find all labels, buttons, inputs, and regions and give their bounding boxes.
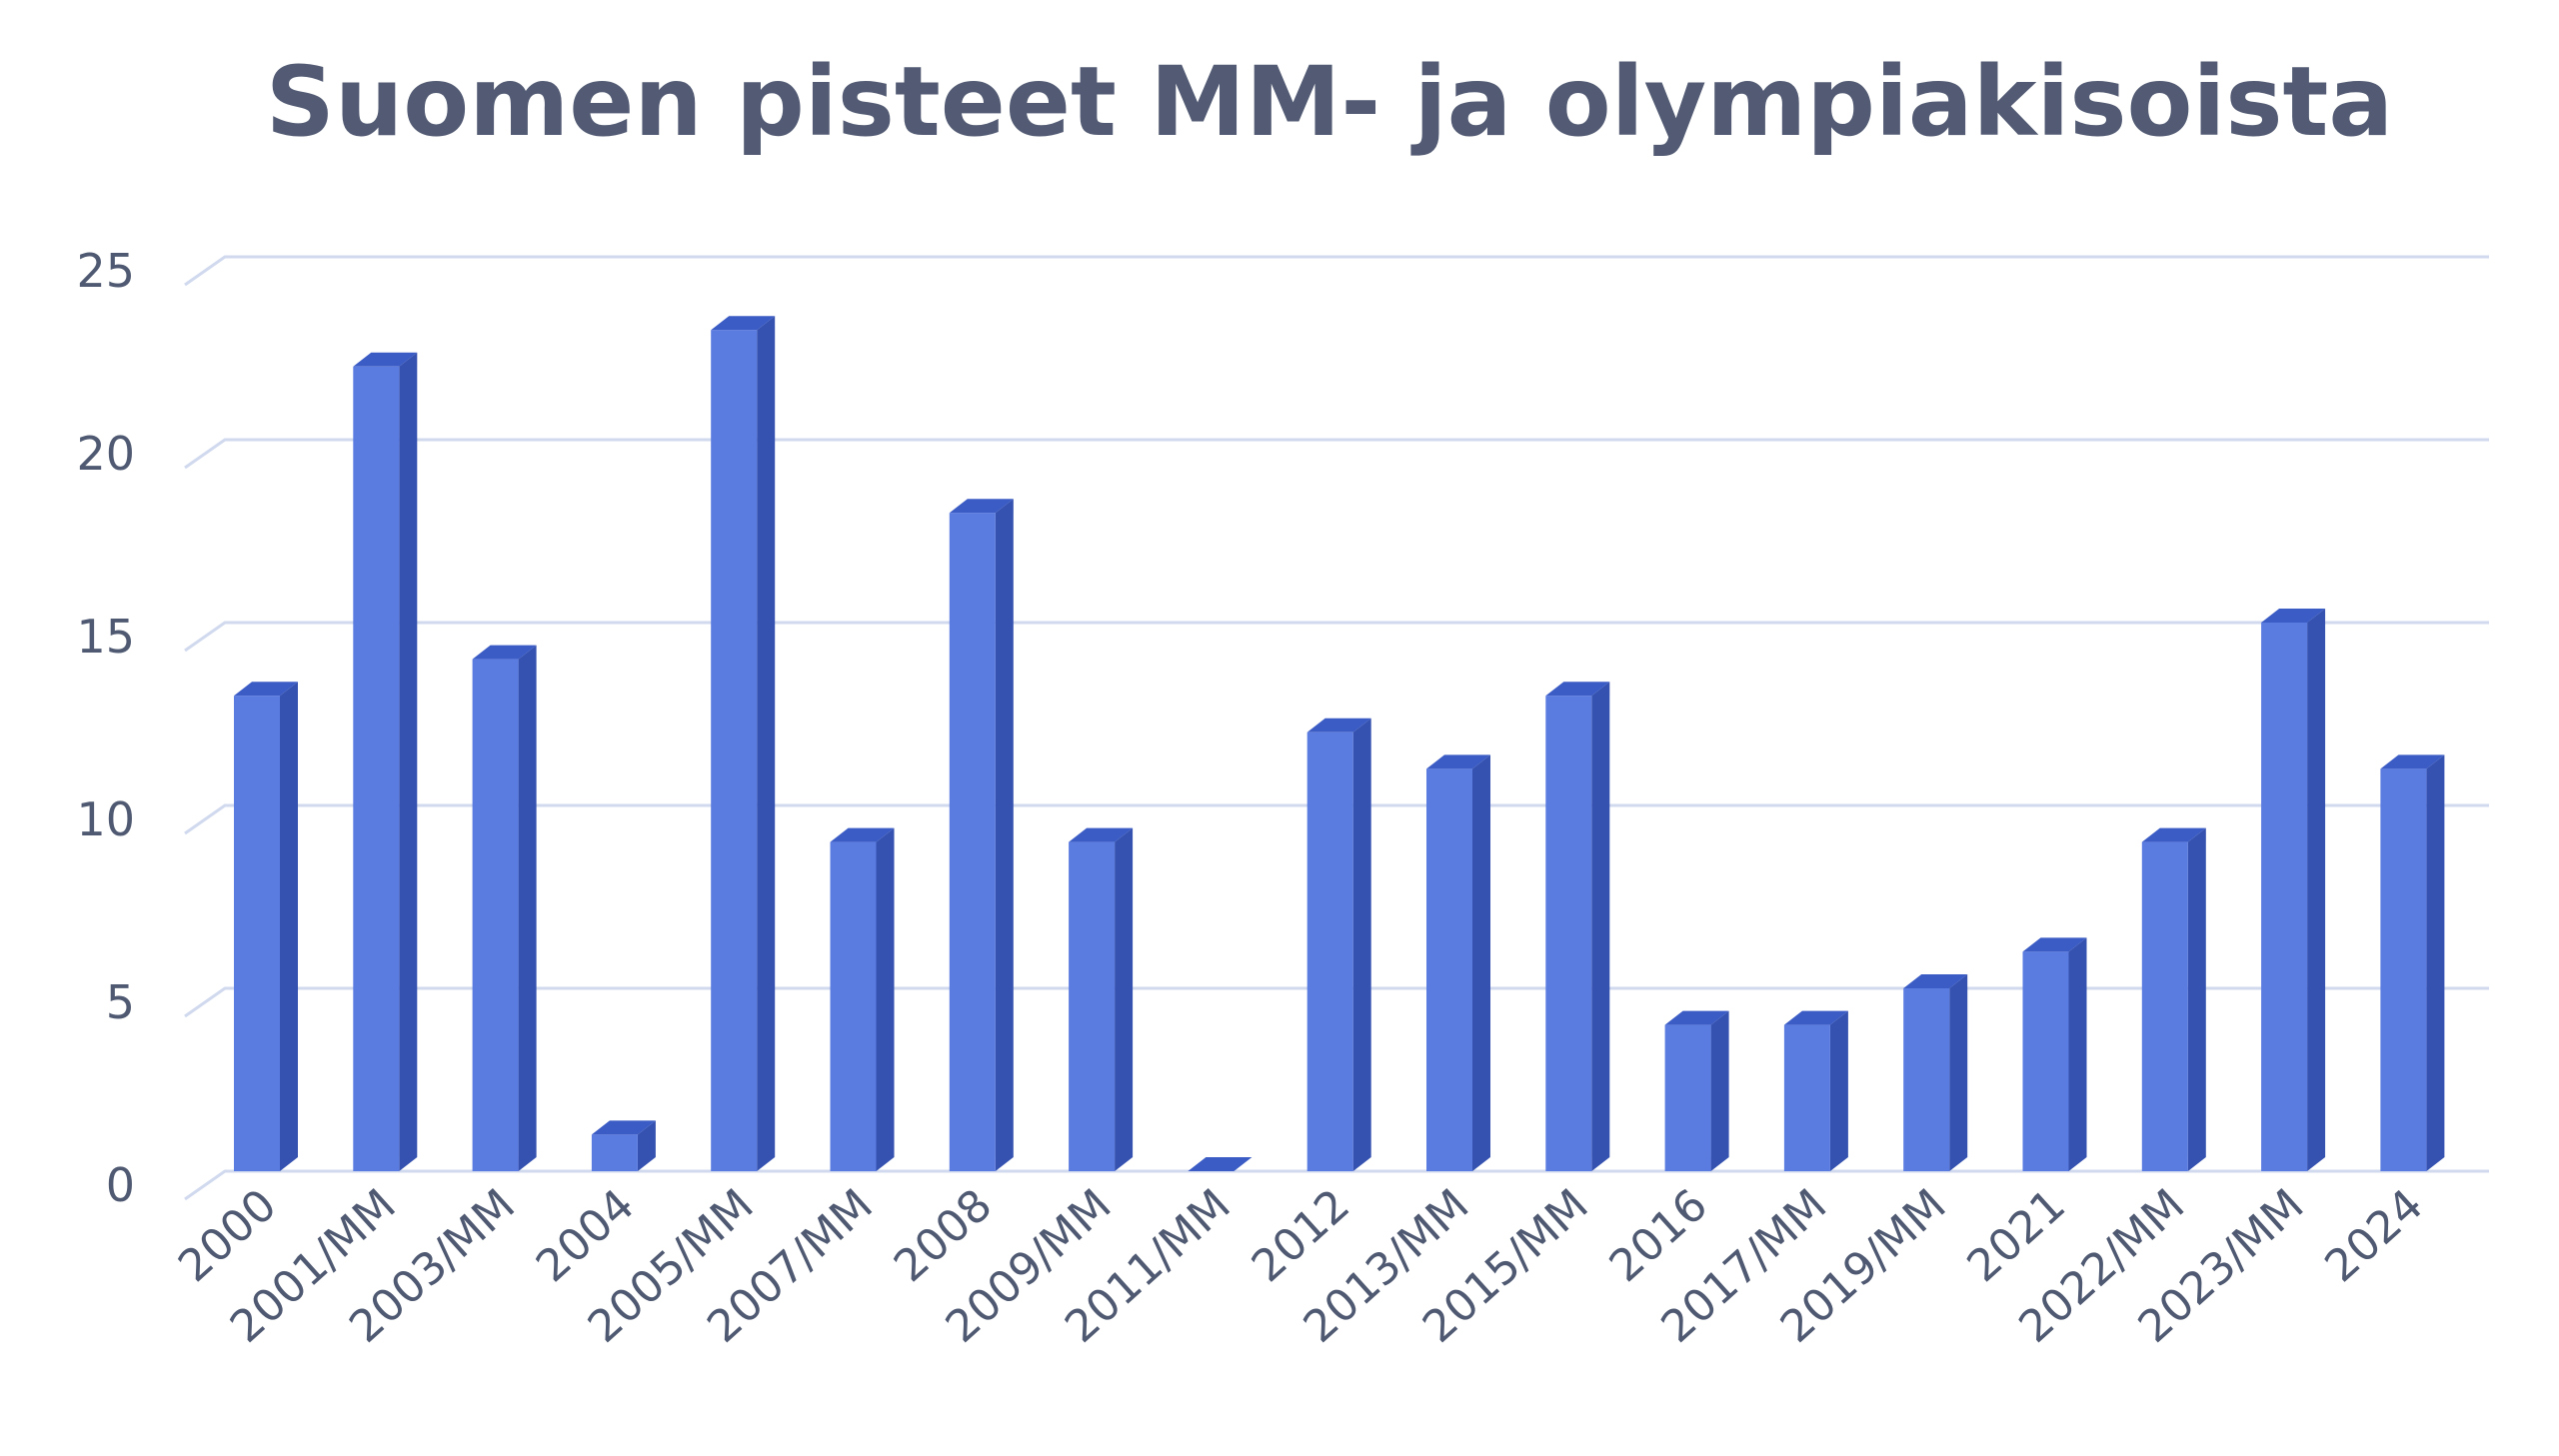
- bar-side: [995, 499, 1014, 1171]
- bar-2024: [2380, 754, 2445, 1171]
- bar-front: [1306, 731, 1353, 1171]
- bar-top: [830, 827, 895, 842]
- bar-2017-mm: [1783, 1010, 1848, 1171]
- bar-front: [1426, 768, 1472, 1171]
- bar-side: [1115, 827, 1134, 1171]
- bar-2003-mm: [472, 645, 537, 1171]
- x-tick-label: 2024: [2315, 1179, 2432, 1292]
- bar-side: [1352, 718, 1371, 1171]
- bar-top: [949, 499, 1014, 514]
- bar-2015-mm: [1545, 682, 1610, 1171]
- bar-2001-mm: [353, 352, 418, 1171]
- bar-top: [1903, 974, 1968, 988]
- bar-top: [1426, 754, 1490, 769]
- bar-top: [353, 352, 418, 367]
- y-tick-label: 25: [76, 244, 135, 298]
- bar-top: [1783, 1010, 1848, 1025]
- bar-2005-mm: [711, 316, 776, 1171]
- bar-front: [2380, 768, 2427, 1171]
- bar-top: [2261, 609, 2326, 623]
- bar-2000: [234, 682, 298, 1171]
- chart-title: Suomen pisteet MM- ja olympiakisoista: [266, 46, 2393, 158]
- bar-front: [472, 659, 519, 1171]
- bar-front: [1783, 1024, 1830, 1171]
- bar-2012: [1306, 718, 1371, 1171]
- bar-top: [1306, 718, 1371, 732]
- gridline: [184, 986, 2489, 1018]
- bar-2004: [591, 1120, 656, 1171]
- bar-top: [1069, 827, 1134, 842]
- bar-front: [2261, 623, 2308, 1171]
- bar-2023-mm: [2261, 609, 2326, 1171]
- bar-front: [2022, 951, 2069, 1171]
- bar-side: [2068, 937, 2087, 1171]
- bar-2009-mm: [1069, 827, 1134, 1171]
- bar-top: [2022, 937, 2087, 952]
- y-tick-label: 5: [106, 975, 135, 1029]
- bar-2022-mm: [2141, 827, 2206, 1171]
- bar-top: [1664, 1010, 1729, 1025]
- bar-side: [637, 1120, 656, 1171]
- bar-side: [876, 827, 895, 1171]
- bar-front: [2141, 841, 2188, 1171]
- bar-front: [1545, 696, 1592, 1171]
- bar-side: [1591, 682, 1610, 1171]
- gridline: [184, 438, 2489, 470]
- gridlines: [184, 255, 2489, 1201]
- bar-2013-mm: [1426, 754, 1490, 1171]
- bar-front: [591, 1134, 638, 1171]
- bar-side: [399, 352, 418, 1171]
- y-axis-ticks: 0 5 10 15 20 25: [76, 244, 135, 1212]
- bar-2008: [949, 499, 1014, 1171]
- y-tick-label: 0: [106, 1158, 135, 1212]
- bar-top: [2141, 827, 2206, 842]
- gridline: [184, 621, 2489, 653]
- bar-2019-mm: [1903, 974, 1968, 1171]
- bar-front: [234, 696, 280, 1171]
- bar-side: [1472, 754, 1490, 1171]
- bar-side: [280, 682, 298, 1171]
- bar-2016: [1664, 1010, 1729, 1171]
- bars: [234, 316, 2445, 1171]
- bar-front: [1069, 841, 1116, 1171]
- bar-front: [711, 330, 758, 1171]
- y-tick-label: 15: [76, 610, 135, 664]
- bar-top: [1545, 682, 1610, 697]
- gridline: [184, 1169, 2489, 1201]
- bar-front: [353, 366, 400, 1171]
- bar-side: [1710, 1010, 1729, 1171]
- bar-2011-mm: [1188, 1157, 1253, 1171]
- bar-side: [518, 645, 537, 1171]
- y-tick-label: 10: [76, 792, 135, 846]
- bar-front: [949, 513, 996, 1171]
- bar-front: [1664, 1024, 1711, 1171]
- gridline: [184, 255, 2489, 287]
- bar-top: [1188, 1157, 1253, 1171]
- bar-2021: [2022, 937, 2087, 1171]
- bar-side: [2426, 754, 2445, 1171]
- y-tick-label: 20: [76, 427, 135, 481]
- bar-side: [1949, 974, 1968, 1171]
- bar-front: [830, 841, 877, 1171]
- bar-side: [1829, 1010, 1848, 1171]
- bar-top: [711, 316, 776, 331]
- bar-top: [2380, 754, 2445, 769]
- gridline: [184, 803, 2489, 835]
- bar-top: [591, 1120, 656, 1135]
- bar-side: [2187, 827, 2206, 1171]
- bar-top: [472, 645, 537, 660]
- bar-front: [1903, 988, 1950, 1171]
- bar-2007-mm: [830, 827, 895, 1171]
- bar-side: [757, 316, 776, 1171]
- bar-top: [234, 682, 298, 697]
- bar-side: [2307, 609, 2326, 1171]
